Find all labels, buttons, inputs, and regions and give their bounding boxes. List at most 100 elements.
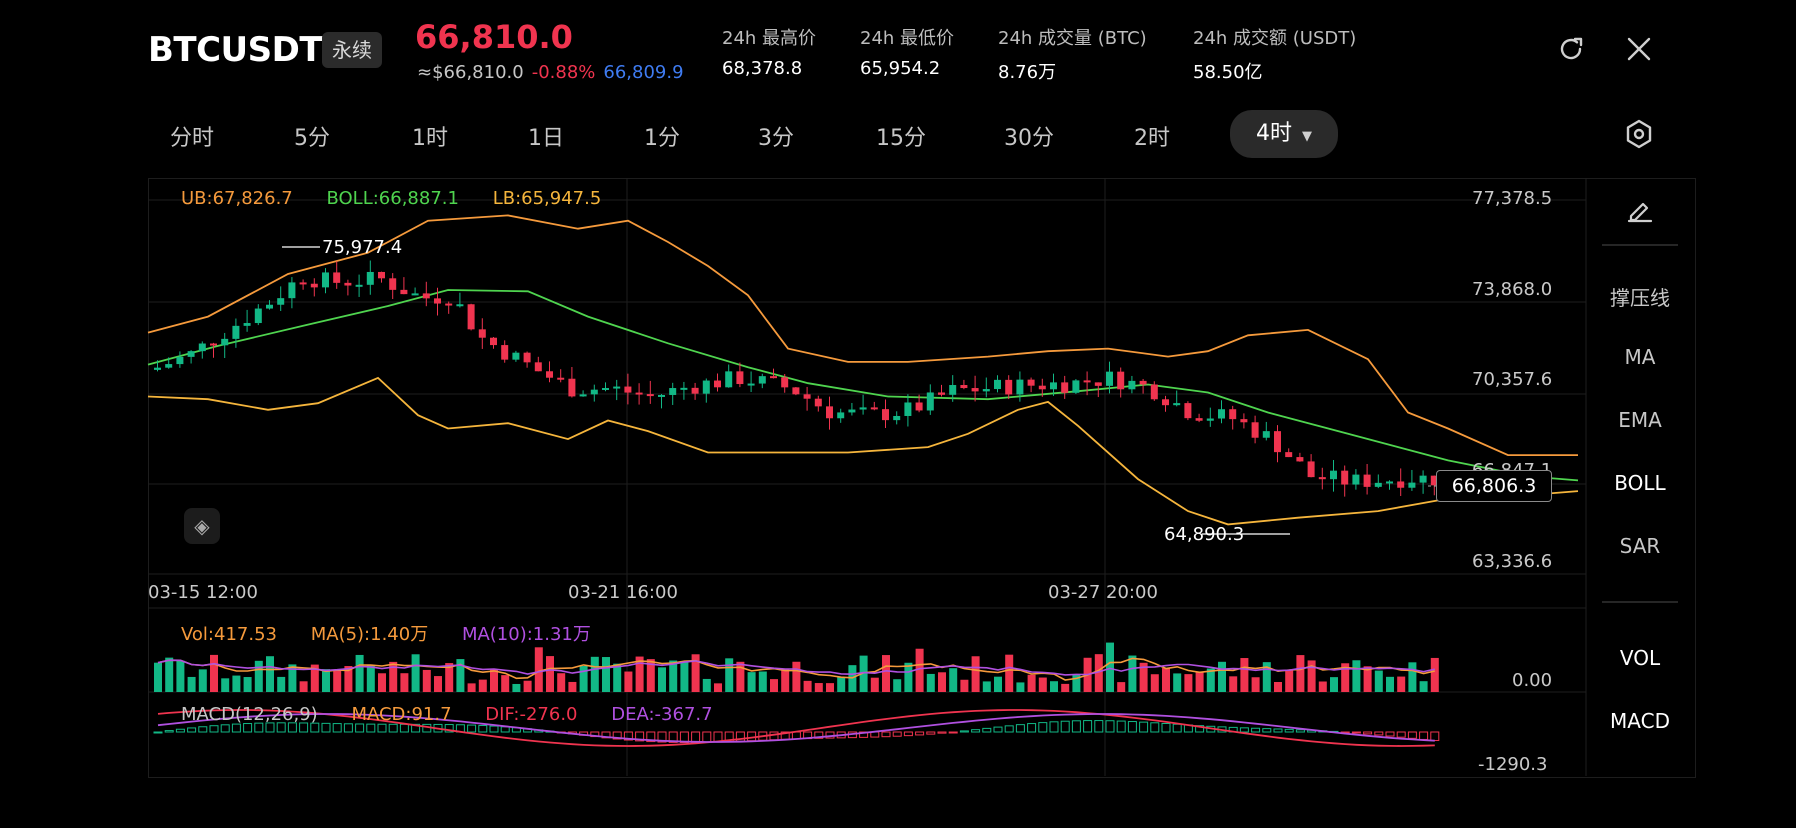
candle-body <box>714 380 721 388</box>
volume-bar <box>1374 670 1383 692</box>
contract-type-badge: 永续 <box>322 32 382 68</box>
candle-body <box>669 388 677 395</box>
macd-bar <box>1071 720 1081 733</box>
macd-bar <box>175 728 185 733</box>
macd-bar <box>1273 728 1283 733</box>
volume-bar <box>1397 676 1406 692</box>
stat-24h-volume: 24h 成交量 (BTC) 8.76万 <box>998 24 1147 84</box>
macd-bar <box>892 731 902 737</box>
candle-body <box>882 409 889 421</box>
candle-body <box>1229 409 1237 420</box>
tab-3m[interactable]: 3分 <box>758 126 794 151</box>
macd-bar <box>993 726 1003 733</box>
candle-body <box>624 386 632 393</box>
tab-30m[interactable]: 30分 <box>1004 126 1054 151</box>
y-tick: 70,357.6 <box>1472 369 1553 390</box>
macd-bar <box>982 727 992 733</box>
tab-2h[interactable]: 2时 <box>1134 126 1170 151</box>
macd-bar <box>287 722 297 733</box>
volume-bar <box>837 677 846 692</box>
candle-body <box>770 376 777 379</box>
candle-body <box>781 377 789 388</box>
watermark-logo-icon: ◈ <box>184 508 220 544</box>
candle-body <box>982 389 990 392</box>
candle-body <box>814 398 822 407</box>
candle-body <box>1408 482 1416 488</box>
tab-4h[interactable]: 4时 ▼ <box>1230 110 1338 158</box>
tab-1h[interactable]: 1时 <box>412 126 448 151</box>
volume-ma10-line <box>157 659 1435 676</box>
candle-body <box>1330 470 1337 480</box>
draw-tool-button[interactable] <box>1586 194 1694 229</box>
candle-body <box>1106 371 1113 386</box>
volume-bar <box>870 677 879 692</box>
volume-bar <box>904 662 913 692</box>
close-button[interactable] <box>1626 36 1652 69</box>
chart-settings-button[interactable] <box>1624 118 1654 154</box>
candle-body <box>288 282 296 299</box>
volume-bar <box>1318 681 1327 692</box>
volume-bar <box>1386 676 1394 692</box>
volume-bar <box>221 678 230 692</box>
macd-bar <box>444 724 454 733</box>
side-item-ema[interactable]: EMA <box>1618 408 1662 432</box>
volume-bar <box>389 661 398 692</box>
candle-body <box>1173 403 1181 406</box>
volume-bar <box>456 659 465 692</box>
side-divider <box>1602 601 1678 603</box>
tab-1m[interactable]: 1分 <box>644 126 680 151</box>
volume-bar <box>1251 677 1260 692</box>
side-item-ma[interactable]: MA <box>1624 345 1656 369</box>
candle-body <box>1262 431 1270 438</box>
candle-body <box>1397 481 1405 488</box>
volume-bar <box>277 676 286 692</box>
candle-body <box>792 387 800 395</box>
candle-body <box>1251 422 1259 438</box>
settings-icon <box>1626 119 1652 149</box>
side-item-sar[interactable]: SAR <box>1619 534 1661 558</box>
macd-bar <box>1385 731 1395 737</box>
macd-bar <box>1195 725 1205 733</box>
volume-bar <box>254 660 263 692</box>
boll-lower-line <box>147 376 1579 526</box>
macd-bar <box>254 722 264 733</box>
candle-body <box>1027 379 1035 386</box>
volume-bar <box>1139 662 1148 692</box>
side-item-macd[interactable]: MACD <box>1610 709 1670 733</box>
macd-bar <box>321 722 331 733</box>
volume-bar <box>926 673 935 692</box>
stat-value: 65,954.2 <box>860 58 941 79</box>
macd-bar <box>343 723 353 733</box>
macd-bar <box>1015 724 1025 733</box>
tab-5m[interactable]: 5分 <box>294 126 330 151</box>
volume-bar <box>602 657 610 692</box>
candle-body <box>198 343 206 352</box>
candle-body <box>1094 382 1102 386</box>
price-subline: ≈$66,810.0 -0.88% 66,809.9 <box>417 62 684 83</box>
candle-body <box>1139 380 1147 385</box>
stat-24h-low: 24h 最低价 65,954.2 <box>860 24 954 79</box>
side-item-vol[interactable]: VOL <box>1619 646 1661 670</box>
side-item-support-resistance[interactable]: 撑压线 <box>1610 286 1670 310</box>
y-tick: 73,868.0 <box>1472 279 1553 300</box>
stat-24h-turnover: 24h 成交额 (USDT) 58.50亿 <box>1193 24 1356 84</box>
refresh-button[interactable] <box>1556 34 1586 71</box>
macd-bar <box>1295 729 1305 733</box>
macd-bar <box>612 731 622 740</box>
volume-bar <box>669 660 678 692</box>
volume-bar <box>1195 671 1204 692</box>
macd-bar <box>355 723 365 733</box>
macd-bar <box>948 731 958 734</box>
candle-body <box>1150 384 1158 400</box>
tab-15m[interactable]: 15分 <box>876 126 926 151</box>
side-item-boll[interactable]: BOLL <box>1614 471 1666 495</box>
candle-body <box>1128 380 1136 390</box>
last-value-box: 66,806.3 <box>1436 470 1552 502</box>
candle-body <box>546 371 553 378</box>
tab-1d[interactable]: 1日 <box>528 126 564 151</box>
candle-body <box>445 303 453 306</box>
candle-body <box>1307 461 1315 478</box>
tab-fenshi[interactable]: 分时 <box>170 126 215 151</box>
volume-bar <box>915 648 924 692</box>
